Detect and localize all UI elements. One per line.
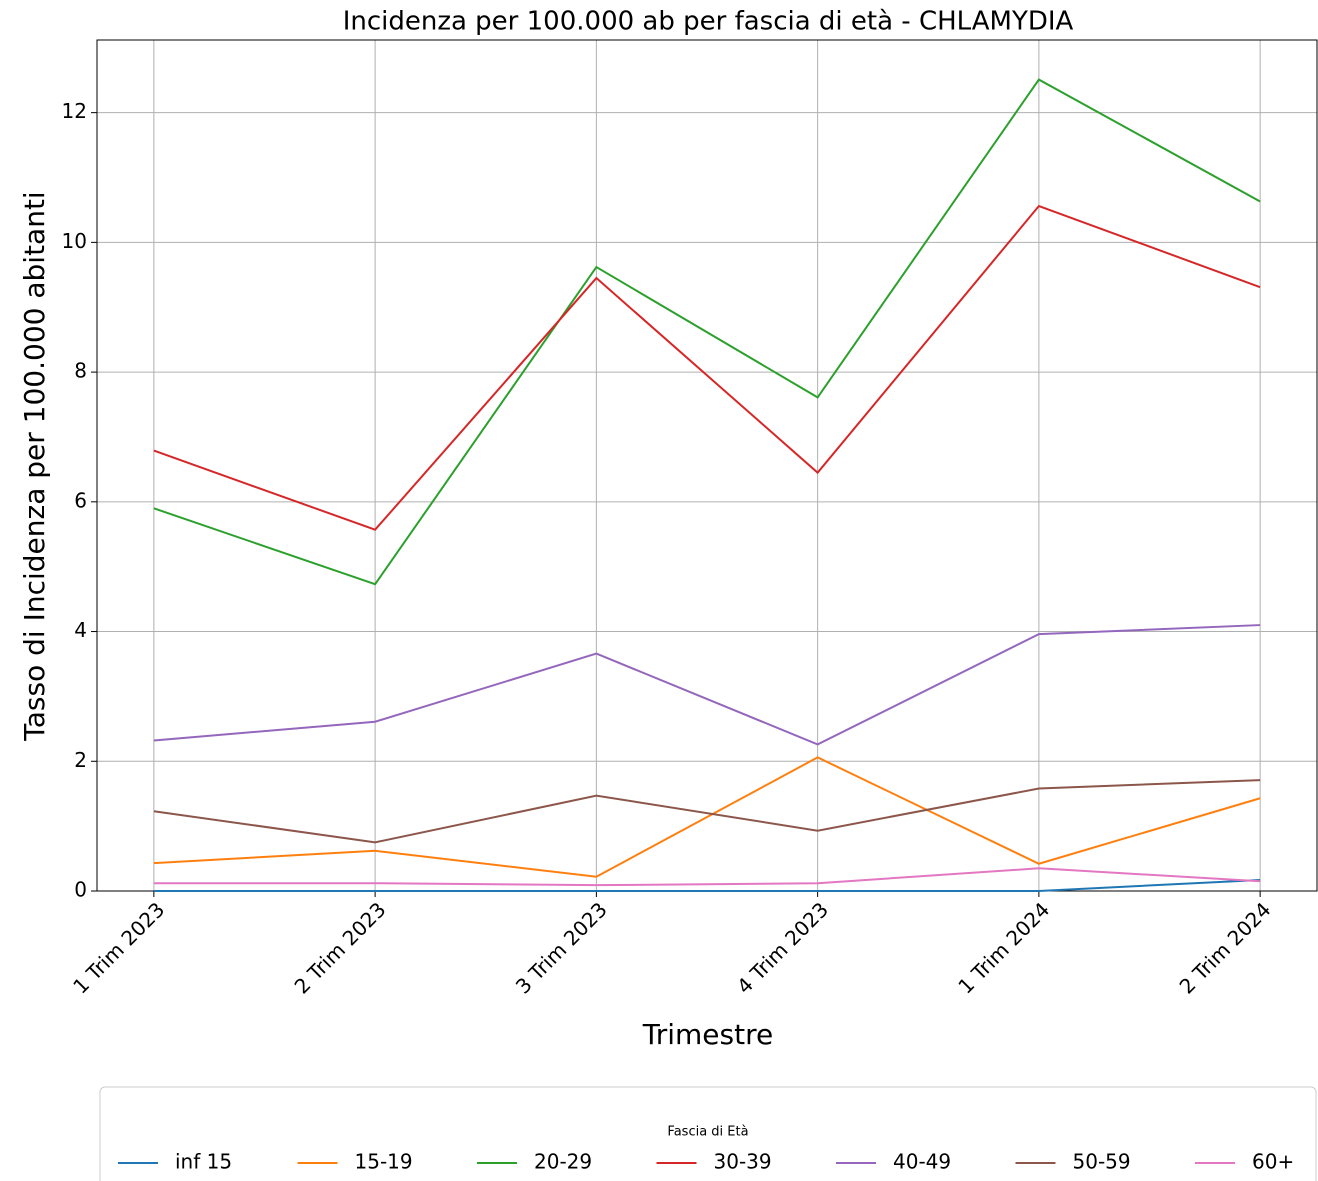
series-line: [153, 624, 1261, 746]
series-line: [153, 878, 1261, 892]
x-axis-label: Trimestre: [642, 1018, 773, 1051]
legend-label: 30-39: [714, 1150, 772, 1174]
series-line: [153, 867, 1261, 887]
y-tick-label: 0: [74, 878, 87, 902]
plot-frame: [96, 39, 1318, 892]
series-line: [153, 204, 1261, 531]
chart-title: Incidenza per 100.000 ab per fascia di e…: [343, 7, 1074, 37]
legend-label: 60+: [1252, 1150, 1294, 1174]
legend-label: 20-29: [534, 1150, 592, 1174]
y-tick-label: 4: [74, 618, 87, 642]
x-tick-label: 3 Trim 2023: [511, 897, 612, 998]
legend-box: [99, 1086, 1317, 1181]
y-tick-label: 10: [62, 229, 87, 253]
legend-label: 50-59: [1073, 1150, 1131, 1174]
x-tick-label: 4 Trim 2023: [732, 897, 833, 998]
x-tick-label: 2 Trim 2024: [1175, 897, 1276, 998]
series-line: [153, 779, 1261, 844]
x-tick-label: 2 Trim 2023: [290, 897, 391, 998]
legend-label: 15-19: [355, 1150, 413, 1174]
y-tick-label: 2: [74, 748, 87, 772]
y-axis-label: Tasso di Incidenza per 100.000 abitanti: [18, 191, 51, 741]
y-tick-label: 8: [74, 359, 87, 383]
legend-label: 40-49: [893, 1150, 951, 1174]
x-tick-label: 1 Trim 2024: [953, 897, 1054, 998]
y-tick-label: 6: [74, 488, 87, 512]
x-tick-label: 1 Trim 2023: [68, 897, 169, 998]
legend-title: Fascia di Età: [667, 1125, 748, 1140]
y-tick-label: 12: [62, 99, 87, 123]
legend-label: inf 15: [175, 1150, 232, 1174]
series-line: [153, 756, 1261, 878]
series-line: [153, 78, 1261, 586]
